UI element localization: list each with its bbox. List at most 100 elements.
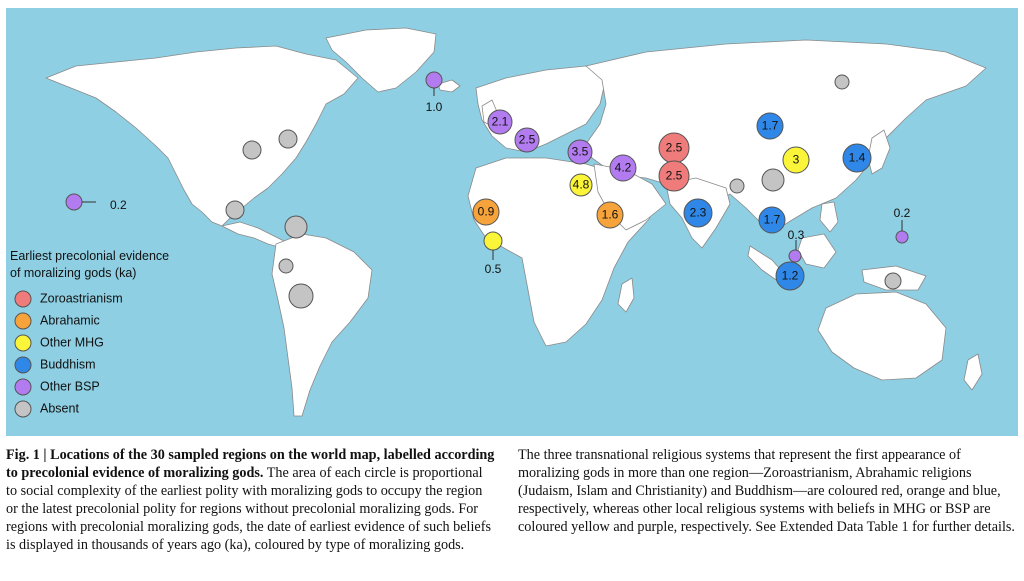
greenland	[325, 27, 437, 93]
figure-caption: Fig. 1 | Locations of the 30 sampled reg…	[6, 446, 1018, 578]
region-marker	[278, 129, 298, 149]
caption-left-body: The area of each circle is proportional …	[6, 465, 491, 553]
region-label: 3	[793, 153, 800, 167]
philippines	[819, 201, 839, 233]
region-circle	[775, 261, 805, 291]
region-label: 0.5	[485, 262, 502, 276]
region-circle	[288, 283, 314, 309]
legend-swatch	[14, 312, 32, 330]
region-circle	[658, 160, 690, 192]
region-label: 1.7	[764, 213, 781, 227]
region-marker: 0.2	[894, 206, 911, 244]
region-marker: 1.7	[756, 112, 784, 140]
region-circle	[895, 230, 909, 244]
region-marker: 2.5	[514, 127, 540, 153]
region-marker	[834, 74, 850, 90]
region-circle	[788, 249, 802, 263]
region-circle	[242, 140, 262, 160]
region-marker: 3	[782, 146, 810, 174]
region-circle	[834, 74, 850, 90]
legend-swatch	[14, 356, 32, 374]
region-label: 4.2	[615, 161, 632, 175]
legend: Earliest precolonial evidence of moralizi…	[10, 249, 169, 418]
region-label: 1.2	[782, 269, 799, 283]
region-circle	[567, 139, 593, 165]
madagascar	[617, 277, 635, 313]
region-circle	[842, 143, 872, 173]
region-label: 1.0	[426, 100, 443, 114]
region-label: 4.8	[573, 178, 590, 192]
region-bubbles: 1.0 2.1 2.5 3.5 4.2 2.5 2.5 1.7 3 1.4 4.8 0.9 1.6 0.5…	[65, 71, 911, 309]
region-circle	[569, 173, 593, 197]
region-label: 2.5	[666, 141, 683, 155]
region-circle	[65, 193, 83, 211]
region-label: 1.4	[849, 151, 866, 165]
region-circle	[472, 198, 500, 226]
legend-swatch	[14, 400, 32, 418]
region-circle	[596, 201, 624, 229]
region-label: 2.5	[666, 169, 683, 183]
region-marker: 0.3	[788, 228, 805, 263]
region-circle	[483, 231, 503, 251]
region-label: 0.9	[478, 205, 495, 219]
south-america	[271, 233, 373, 417]
region-marker: 4.8	[569, 173, 593, 197]
region-circle	[487, 109, 513, 135]
borneo	[797, 233, 837, 269]
region-circle	[683, 198, 713, 228]
legend-item-label: Abrahamic	[40, 313, 100, 327]
world-map: 1.0 2.1 2.5 3.5 4.2 2.5 2.5 1.7 3 1.4 4.8 0.9 1.6 0.5…	[6, 8, 1018, 436]
region-marker	[284, 215, 308, 239]
region-circle	[278, 129, 298, 149]
caption-right-column: The three transnational religious system…	[518, 447, 1015, 535]
caption-left-column: Fig. 1 | Locations of the 30 sampled reg…	[6, 446, 496, 554]
region-label: 1.7	[762, 119, 779, 133]
region-marker	[278, 258, 294, 274]
region-marker	[884, 272, 902, 290]
region-marker: 1.0	[425, 71, 443, 114]
region-label: 1.6	[602, 208, 619, 222]
region-marker	[242, 140, 262, 160]
region-label: 3.5	[572, 145, 589, 159]
new-zealand	[963, 353, 983, 391]
region-marker: 2.3	[683, 198, 713, 228]
region-circle	[284, 215, 308, 239]
legend-item-label: Buddhism	[40, 357, 96, 371]
region-marker	[288, 283, 314, 309]
region-label: 2.1	[492, 115, 509, 129]
legend-swatch	[14, 378, 32, 396]
region-circle	[278, 258, 294, 274]
north-america	[45, 45, 359, 227]
region-marker: 2.1	[487, 109, 513, 135]
region-marker	[761, 168, 785, 192]
australia	[817, 291, 947, 381]
legend-swatch	[14, 290, 32, 308]
region-marker	[225, 200, 245, 220]
region-label: 2.3	[690, 206, 707, 220]
region-circle	[225, 200, 245, 220]
region-marker	[729, 178, 745, 194]
iceland	[437, 79, 461, 93]
region-circle	[514, 127, 540, 153]
region-marker: 0.9	[472, 198, 500, 226]
region-marker: 1.4	[842, 143, 872, 173]
region-marker: 0.2	[65, 193, 127, 212]
region-circle	[782, 146, 810, 174]
region-circle	[609, 154, 637, 182]
region-circle	[761, 168, 785, 192]
region-marker: 1.6	[596, 201, 624, 229]
region-label: 0.3	[788, 228, 805, 242]
region-marker: 4.2	[609, 154, 637, 182]
region-marker: 2.5	[658, 160, 690, 192]
region-circle	[756, 112, 784, 140]
region-marker: 3.5	[567, 139, 593, 165]
region-circle	[884, 272, 902, 290]
region-label: 0.2	[894, 206, 911, 220]
region-marker: 2.5	[658, 132, 690, 164]
legend-title: Earliest precolonial evidence	[10, 249, 169, 263]
region-circle	[729, 178, 745, 194]
region-circle	[425, 71, 443, 89]
legend-item-label: Absent	[40, 401, 79, 415]
region-circle	[758, 206, 786, 234]
legend-title: of moralizing gods (ka)	[10, 266, 136, 280]
